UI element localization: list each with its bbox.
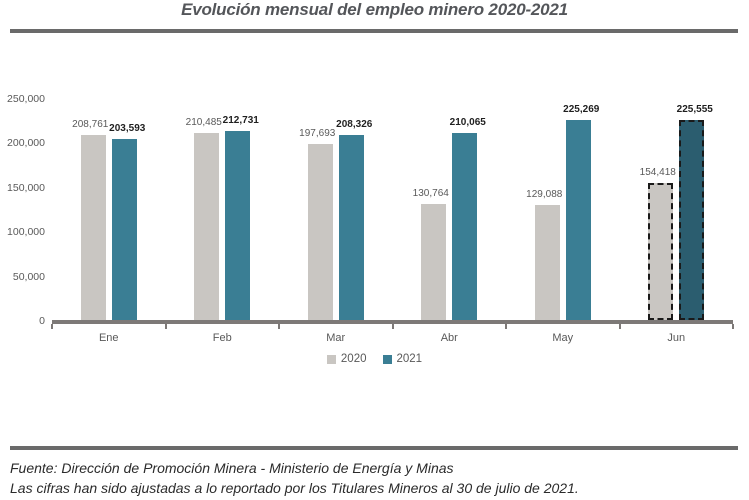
value-label-2020-abr: 130,764 bbox=[412, 188, 449, 199]
value-label-2020-jun: 154,418 bbox=[639, 167, 676, 178]
note-text: Las cifras han sido ajustadas a lo repor… bbox=[10, 480, 579, 496]
y-axis-label: 100,000 bbox=[7, 226, 45, 239]
chart-footer: Fuente: Dirección de Promoción Minera - … bbox=[10, 458, 740, 498]
legend-swatch-2020 bbox=[326, 354, 336, 364]
legend-item-2021: 2021 bbox=[382, 353, 423, 365]
legend-label-2021: 2021 bbox=[396, 353, 423, 365]
legend-label-2020: 2020 bbox=[340, 353, 367, 365]
x-axis-label-mar: Mar bbox=[326, 332, 346, 344]
top-divider bbox=[10, 29, 738, 33]
x-axis-label-may: May bbox=[552, 332, 574, 344]
bar-2020-jun bbox=[648, 183, 674, 320]
value-label-2020-ene: 208,761 bbox=[72, 119, 109, 130]
x-axis-tick bbox=[618, 324, 621, 329]
bottom-divider bbox=[10, 446, 738, 450]
legend-item-2020: 2020 bbox=[326, 353, 367, 365]
x-axis-line bbox=[52, 320, 733, 324]
bar-2021-may bbox=[565, 120, 591, 320]
source-text: Fuente: Dirección de Promoción Minera - … bbox=[10, 460, 454, 476]
x-axis-label-jun: Jun bbox=[667, 332, 686, 344]
y-axis-label: 200,000 bbox=[7, 137, 45, 150]
bar-2021-abr bbox=[452, 133, 478, 320]
bar-2021-ene bbox=[111, 139, 137, 320]
bar-chart: 0 50,000 100,000 150,000 200,000 250,000 208,7… bbox=[7, 93, 734, 344]
bar-2020-feb bbox=[194, 133, 220, 320]
y-axis-label: 50,000 bbox=[12, 270, 45, 283]
y-axis-label: 250,000 bbox=[7, 93, 45, 105]
x-axis-tick bbox=[505, 324, 507, 329]
x-axis-label-feb: Feb bbox=[212, 332, 232, 344]
value-label-2020-mar: 197,693 bbox=[299, 128, 336, 139]
y-axis-label: 150,000 bbox=[7, 181, 45, 194]
bar-2021-jun bbox=[679, 120, 705, 320]
value-label-2021-jun: 225,555 bbox=[676, 104, 713, 115]
value-label-2020-feb: 210,485 bbox=[185, 117, 222, 128]
y-axis-label: 0 bbox=[39, 315, 45, 327]
bar-2020-ene bbox=[80, 135, 106, 320]
value-label-2021-ene: 203,593 bbox=[109, 123, 146, 134]
value-label-2021-abr: 210,065 bbox=[449, 117, 486, 128]
bar-2021-feb bbox=[225, 131, 251, 320]
value-label-2021-feb: 212,731 bbox=[222, 115, 259, 126]
x-axis-label-ene: Ene bbox=[98, 332, 119, 344]
chart-legend: 2020 2021 bbox=[0, 353, 749, 365]
value-label-2021-mar: 208,326 bbox=[336, 119, 373, 130]
bar-2020-may bbox=[534, 205, 560, 320]
x-axis-label-abr: Abr bbox=[440, 332, 458, 344]
x-axis-tick bbox=[278, 324, 280, 329]
bar-2020-abr bbox=[421, 204, 447, 320]
x-axis-tick bbox=[391, 324, 394, 329]
x-axis-tick bbox=[51, 324, 53, 329]
bar-2021-mar bbox=[338, 135, 364, 320]
value-label-2021-may: 225,269 bbox=[563, 104, 600, 115]
value-label-2020-may: 129,088 bbox=[526, 189, 563, 200]
x-axis-tick bbox=[732, 324, 734, 329]
legend-swatch-2021 bbox=[382, 354, 392, 364]
x-axis-tick bbox=[164, 324, 167, 329]
chart-title: Evolución mensual del empleo minero 2020… bbox=[181, 0, 568, 19]
bar-2020-mar bbox=[307, 144, 333, 320]
